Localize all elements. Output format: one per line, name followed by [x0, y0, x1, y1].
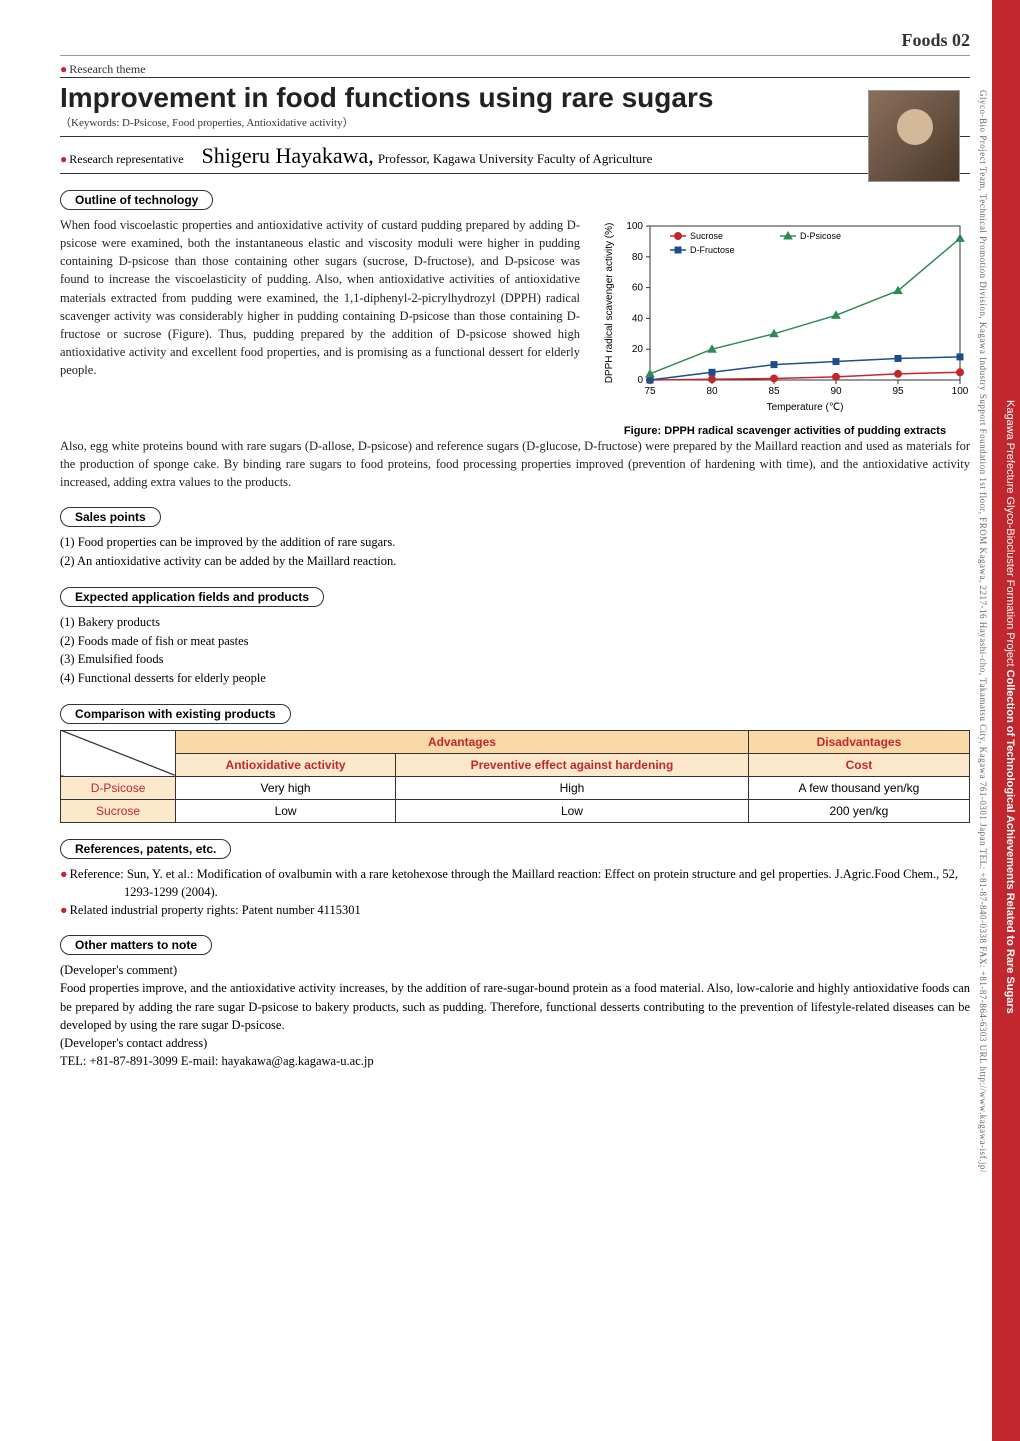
row-label: D-Psicose	[61, 776, 176, 799]
page: Glyco-Bio Project Team, Technical Promot…	[0, 0, 1020, 1441]
sidebar-project: Kagawa Prefecture Glyco-Biocluster Forma…	[1004, 400, 1016, 1014]
svg-text:80: 80	[632, 252, 644, 263]
rep-name: Shigeru Hayakawa,	[202, 143, 374, 168]
cell: A few thousand yen/kg	[748, 776, 969, 799]
svg-text:D-Psicose: D-Psicose	[800, 231, 841, 241]
cell: High	[396, 776, 749, 799]
comparison-table: Advantages Disadvantages Antioxidative a…	[60, 730, 970, 823]
dpph-chart: 0 20 40 60 80 100 75 80 85 90 95 100 Temperature (℃)…	[600, 216, 970, 416]
svg-text:20: 20	[632, 344, 644, 355]
references-list: Reference: Sun, Y. et al.: Modification …	[60, 865, 970, 919]
author-photo	[868, 90, 960, 182]
svg-text:95: 95	[892, 386, 904, 397]
outline-text-below: Also, egg white proteins bound with rare…	[60, 437, 970, 491]
sub-prev: Preventive effect against hardening	[396, 753, 749, 776]
row-label: Sucrose	[61, 799, 176, 822]
cell: Low	[176, 799, 396, 822]
table-row: D-Psicose Very high High A few thousand …	[61, 776, 970, 799]
table-row: Sucrose Low Low 200 yen/kg	[61, 799, 970, 822]
list-item: (4) Functional desserts for elderly peop…	[60, 669, 970, 688]
sub-cost: Cost	[748, 753, 969, 776]
svg-text:80: 80	[706, 386, 718, 397]
list-item: Related industrial property rights: Pate…	[60, 901, 970, 919]
chart-caption: Figure: DPPH radical scavenger activitie…	[600, 425, 970, 437]
outline-text-left: When food viscoelastic properties and an…	[60, 216, 580, 437]
table-row: Antioxidative activity Preventive effect…	[61, 753, 970, 776]
dev-comment-label: (Developer's comment)	[60, 961, 970, 979]
svg-text:100: 100	[952, 386, 969, 397]
hdr-advantages: Advantages	[176, 730, 749, 753]
section-sales-label: Sales points	[60, 507, 161, 527]
rep-affiliation: Professor, Kagawa University Faculty of …	[378, 151, 653, 166]
rep-label: Research representative	[60, 152, 184, 167]
cell: 200 yen/kg	[748, 799, 969, 822]
svg-text:Sucrose: Sucrose	[690, 231, 723, 241]
svg-text:Temperature (℃): Temperature (℃)	[767, 402, 844, 413]
svg-text:D-Fructose: D-Fructose	[690, 245, 735, 255]
dev-comment: Food properties improve, and the antioxi…	[60, 979, 970, 1033]
list-item: (3) Emulsified foods	[60, 650, 970, 669]
table-diag-cell	[61, 730, 176, 776]
list-item: (1) Food properties can be improved by t…	[60, 533, 970, 552]
chart-box: 0 20 40 60 80 100 75 80 85 90 95 100 Temperature (℃)…	[600, 216, 970, 437]
list-item: Reference: Sun, Y. et al.: Modification …	[60, 865, 970, 901]
list-item: (2) Foods made of fish or meat pastes	[60, 632, 970, 651]
dev-addr-label: (Developer's contact address)	[60, 1034, 970, 1052]
sidebar-project-2: Collection of Technological Achievements…	[1004, 670, 1016, 1014]
representative-row: Research representative Shigeru Hayakawa…	[60, 139, 970, 174]
cell: Low	[396, 799, 749, 822]
page-title: Improvement in food functions using rare…	[60, 82, 970, 114]
outline-wrap: When food viscoelastic properties and an…	[60, 216, 970, 437]
list-item: (1) Bakery products	[60, 613, 970, 632]
hdr-disadvantages: Disadvantages	[748, 730, 969, 753]
svg-text:90: 90	[830, 386, 842, 397]
research-theme-label: Research theme	[60, 62, 970, 77]
cell: Very high	[176, 776, 396, 799]
keywords: （Keywords: D-Psicose, Food properties, A…	[60, 114, 970, 130]
svg-text:75: 75	[644, 386, 656, 397]
title-row: Improvement in food functions using rare…	[60, 77, 970, 137]
sidebar-project-1: Kagawa Prefecture Glyco-Biocluster Forma…	[1004, 400, 1016, 667]
section-references-label: References, patents, etc.	[60, 839, 231, 859]
svg-text:60: 60	[632, 283, 644, 294]
svg-text:0: 0	[637, 375, 643, 386]
svg-text:DPPH radical scavenger activit: DPPH radical scavenger activity (%)	[604, 223, 615, 384]
sales-list: (1) Food properties can be improved by t…	[60, 533, 970, 571]
table-row: Advantages Disadvantages	[61, 730, 970, 753]
sub-antiox: Antioxidative activity	[176, 753, 396, 776]
section-other-label: Other matters to note	[60, 935, 212, 955]
section-outline-label: Outline of technology	[60, 190, 213, 210]
dev-addr: TEL: +81-87-891-3099 E-mail: hayakawa@ag…	[60, 1052, 970, 1070]
section-expected-label: Expected application fields and products	[60, 587, 324, 607]
section-comparison-label: Comparison with existing products	[60, 704, 291, 724]
expected-list: (1) Bakery products(2) Foods made of fis…	[60, 613, 970, 688]
svg-text:100: 100	[626, 221, 643, 232]
svg-text:40: 40	[632, 313, 644, 324]
svg-text:85: 85	[768, 386, 780, 397]
category-header: Foods 02	[60, 30, 970, 56]
list-item: (2) An antioxidative activity can be add…	[60, 552, 970, 571]
sidebar-contact: Glyco-Bio Project Team, Technical Promot…	[978, 90, 988, 1173]
